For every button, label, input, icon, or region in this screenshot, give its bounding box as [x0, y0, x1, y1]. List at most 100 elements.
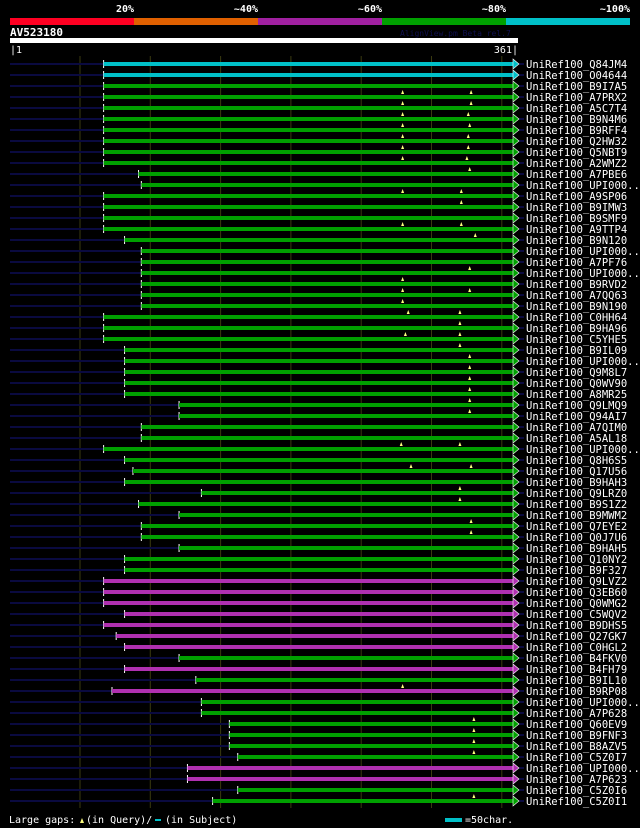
hit-label[interactable]: UniRef100_UPI000.. [526, 246, 640, 258]
hit-label[interactable]: UniRef100_Q2HW32 [526, 136, 627, 148]
hit-label[interactable]: UniRef100_B9S1Z2 [526, 499, 627, 511]
hit-label[interactable]: UniRef100_Q94AI7 [526, 411, 627, 423]
hit-row[interactable]: UniRef100_A7P623 [10, 773, 627, 786]
hit-label[interactable]: UniRef100_A7QQ63 [526, 290, 627, 302]
hit-label[interactable]: UniRef100_B9IL10 [526, 675, 627, 687]
hit-row[interactable]: UniRef100_B9HA96 [10, 321, 627, 335]
hit-label[interactable]: UniRef100_C5Z0I7 [526, 752, 627, 764]
hit-label[interactable]: UniRef100_B9HAH3 [526, 477, 627, 489]
hit-row[interactable]: UniRef100_B9RP08 [10, 684, 627, 698]
hit-row[interactable]: UniRef100_Q84JM4 [10, 58, 627, 71]
hit-label[interactable]: UniRef100_B9N120 [526, 235, 627, 247]
hit-label[interactable]: UniRef100_Q9LRZ0 [526, 488, 627, 500]
hit-row[interactable]: UniRef100_B4FKV0 [10, 652, 627, 665]
hit-row[interactable]: UniRef100_B9RFF4 [10, 123, 627, 137]
hit-row[interactable]: UniRef100_Q17U56 [10, 464, 627, 478]
hit-row[interactable]: UniRef100_Q9LMQ9 [10, 398, 627, 412]
hit-label[interactable]: UniRef100_Q9LVZ2 [526, 576, 627, 588]
hit-label[interactable]: UniRef100_Q9M8L7 [526, 367, 627, 379]
hit-row[interactable]: UniRef100_Q9LRZ0 [10, 486, 627, 500]
hit-label[interactable]: UniRef100_C5Z0I1 [526, 796, 627, 808]
hit-row[interactable]: UniRef100_A7PBE6 [10, 167, 627, 181]
hit-row[interactable]: UniRef100_B9N190 [10, 299, 627, 313]
hit-label[interactable]: UniRef100_UPI000.. [526, 268, 640, 280]
hit-row[interactable]: UniRef100_A9TTP4 [10, 222, 627, 236]
hit-label[interactable]: UniRef100_UPI000.. [526, 356, 640, 368]
hit-label[interactable]: UniRef100_A2WMZ2 [526, 158, 627, 170]
hit-row[interactable]: UniRef100_UPI000.. [10, 179, 640, 192]
hit-row[interactable]: UniRef100_B9HAH3 [10, 476, 627, 489]
hit-row[interactable]: UniRef100_B9F327 [10, 564, 627, 577]
hit-row[interactable]: UniRef100_B9N4M6 [10, 112, 627, 126]
hit-row[interactable]: UniRef100_Q9M8L7 [10, 365, 627, 379]
hit-label[interactable]: UniRef100_A8MR25 [526, 389, 627, 401]
hit-label[interactable]: UniRef100_C5Z0I6 [526, 785, 627, 797]
hit-label[interactable]: UniRef100_A5C7T4 [526, 103, 627, 115]
hit-label[interactable]: UniRef100_B9FNF3 [526, 730, 627, 742]
hit-label[interactable]: UniRef100_O04644 [526, 70, 627, 82]
hit-row[interactable]: UniRef100_B9RVD2 [10, 277, 627, 291]
hit-row[interactable]: UniRef100_B9N120 [10, 233, 627, 247]
hit-label[interactable]: UniRef100_A7PBE6 [526, 169, 627, 181]
hit-row[interactable]: UniRef100_Q3EB60 [10, 586, 627, 599]
hit-row[interactable]: UniRef100_UPI000.. [10, 442, 640, 456]
hit-row[interactable]: UniRef100_A2WMZ2 [10, 156, 627, 170]
hit-label[interactable]: UniRef100_A7PF76 [526, 257, 627, 269]
hit-label[interactable]: UniRef100_A9TTP4 [526, 224, 627, 236]
hit-row[interactable]: UniRef100_C5YHE5 [10, 332, 627, 346]
hit-label[interactable]: UniRef100_B9MWM2 [526, 510, 627, 522]
hit-row[interactable]: UniRef100_Q5NBT9 [10, 145, 627, 159]
hit-row[interactable]: UniRef100_Q60EV9 [10, 717, 627, 731]
hit-label[interactable]: UniRef100_B9I7A5 [526, 81, 627, 93]
hit-row[interactable]: UniRef100_C5Z0I7 [10, 750, 627, 764]
hit-label[interactable]: UniRef100_A7P623 [526, 774, 627, 786]
hit-label[interactable]: UniRef100_B8AZV5 [526, 741, 627, 753]
hit-row[interactable]: UniRef100_Q9LVZ2 [10, 575, 627, 588]
hit-label[interactable]: UniRef100_B4FKV0 [526, 653, 627, 665]
hit-label[interactable]: UniRef100_B9N190 [526, 301, 627, 313]
hit-row[interactable]: UniRef100_Q8H6S5 [10, 454, 627, 467]
hit-row[interactable]: UniRef100_B8AZV5 [10, 739, 627, 753]
hit-row[interactable]: UniRef100_A5C7T4 [10, 101, 627, 115]
hit-row[interactable]: UniRef100_B9DHS5 [10, 619, 627, 632]
hit-row[interactable]: UniRef100_B9I7A5 [10, 80, 627, 93]
hit-label[interactable]: UniRef100_Q84JM4 [526, 59, 627, 71]
hit-row[interactable]: UniRef100_Q0WMG2 [10, 597, 627, 610]
hit-row[interactable]: UniRef100_Q27GK7 [10, 630, 627, 643]
hit-row[interactable]: UniRef100_B9IMW3 [10, 200, 627, 214]
hit-row[interactable]: UniRef100_C0HH64 [10, 310, 627, 324]
hit-label[interactable]: UniRef100_Q0WV90 [526, 378, 627, 390]
hit-label[interactable]: UniRef100_A7PRX2 [526, 92, 627, 104]
hit-label[interactable]: UniRef100_B9DHS5 [526, 620, 627, 632]
hit-label[interactable]: UniRef100_B9HA96 [526, 323, 627, 335]
hit-label[interactable]: UniRef100_Q5NBT9 [526, 147, 627, 159]
hit-row[interactable]: UniRef100_Q0WV90 [10, 376, 627, 390]
hit-label[interactable]: UniRef100_UPI000.. [526, 763, 640, 775]
hit-label[interactable]: UniRef100_Q17U56 [526, 466, 627, 478]
hit-row[interactable]: UniRef100_B9FNF3 [10, 728, 627, 742]
hit-label[interactable]: UniRef100_B9RP08 [526, 686, 627, 698]
hit-label[interactable]: UniRef100_B9RFF4 [526, 125, 627, 137]
hit-label[interactable]: UniRef100_A7QIM0 [526, 422, 627, 434]
hit-row[interactable]: UniRef100_B9IL10 [10, 674, 627, 687]
hit-label[interactable]: UniRef100_Q0J7U6 [526, 532, 627, 544]
hit-row[interactable]: UniRef100_A8MR25 [10, 387, 627, 401]
hit-label[interactable]: UniRef100_Q9LMQ9 [526, 400, 627, 412]
hit-row[interactable]: UniRef100_B9SMF9 [10, 212, 627, 225]
hit-label[interactable]: UniRef100_C5YHE5 [526, 334, 627, 346]
hit-row[interactable]: UniRef100_A7P628 [10, 707, 627, 720]
hit-row[interactable]: UniRef100_C5WQV2 [10, 608, 627, 621]
hit-label[interactable]: UniRef100_B9N4M6 [526, 114, 627, 126]
hit-label[interactable]: UniRef100_C5WQV2 [526, 609, 627, 621]
hit-label[interactable]: UniRef100_Q27GK7 [526, 631, 627, 643]
hit-row[interactable]: UniRef100_A7PF76 [10, 256, 627, 269]
hit-label[interactable]: UniRef100_Q8H6S5 [526, 455, 627, 467]
hit-label[interactable]: UniRef100_A9SP06 [526, 191, 627, 203]
hit-row[interactable]: UniRef100_B4FH79 [10, 663, 627, 676]
hit-label[interactable]: UniRef100_B9HAH5 [526, 543, 627, 555]
hit-row[interactable]: UniRef100_UPI000.. [10, 696, 640, 709]
hit-label[interactable]: UniRef100_UPI000.. [526, 180, 640, 192]
hit-row[interactable]: UniRef100_Q0J7U6 [10, 530, 627, 544]
hit-label[interactable]: UniRef100_C0HGL2 [526, 642, 627, 654]
hit-label[interactable]: UniRef100_UPI000.. [526, 444, 640, 456]
